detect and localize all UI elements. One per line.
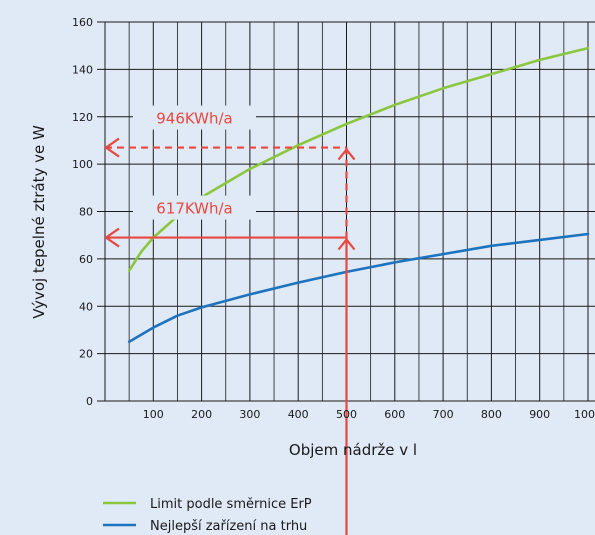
x-tick-label: 600 — [384, 408, 405, 421]
x-tick-label: 500 — [336, 408, 357, 421]
x-tick-label: 300 — [239, 408, 260, 421]
legend-label-2: Nejlepší zařízení na trhu — [150, 519, 307, 534]
annotation-label-bg-2 — [133, 195, 256, 220]
tick-labels: 0 20 40 60 80 100 120 140 160 100 200 300 400 500 600 7… — [72, 16, 595, 421]
x-tick-label: 800 — [481, 408, 502, 421]
y-tick-label: 80 — [79, 206, 93, 219]
y-tick-label: 160 — [72, 16, 93, 29]
x-tick-label: 200 — [191, 408, 212, 421]
x-axis-title: Objem nádrže v l — [289, 441, 417, 459]
y-tick-label: 40 — [79, 300, 93, 313]
annotation-arrow-up-1 — [337, 148, 356, 161]
legend-label-1: Limit podle směrnice ErP — [150, 497, 312, 512]
annotation-arrow-up-2 — [337, 238, 356, 251]
legend: Limit podle směrnice ErP Nejlepší zařízen… — [103, 497, 312, 534]
annotation-label-1: 946KWh/a — [156, 110, 233, 128]
series-line-2 — [127, 232, 590, 344]
y-tick-label: 0 — [86, 395, 93, 408]
x-tick-label: 700 — [433, 408, 454, 421]
y-tick-label: 60 — [79, 253, 93, 266]
y-tick-label: 100 — [72, 158, 93, 171]
x-tick-label: 1000 — [574, 408, 595, 421]
x-tick-label: 900 — [529, 408, 550, 421]
annotation-label-bg-1 — [133, 105, 256, 130]
annotation-arrow-left-1 — [104, 137, 120, 158]
annotation-label-2: 617KWh/a — [156, 200, 233, 218]
annotation-layer: 946KWh/a 617KWh/a — [104, 105, 356, 535]
y-tick-label: 120 — [72, 111, 93, 124]
y-tick-label: 20 — [79, 348, 93, 361]
y-axis-title: Vývoj tepelné ztráty ve W — [30, 125, 48, 319]
x-tick-label: 400 — [288, 408, 309, 421]
x-tick-label: 100 — [143, 408, 164, 421]
y-tick-label: 140 — [72, 63, 93, 76]
annotation-arrow-left-2 — [104, 227, 120, 248]
